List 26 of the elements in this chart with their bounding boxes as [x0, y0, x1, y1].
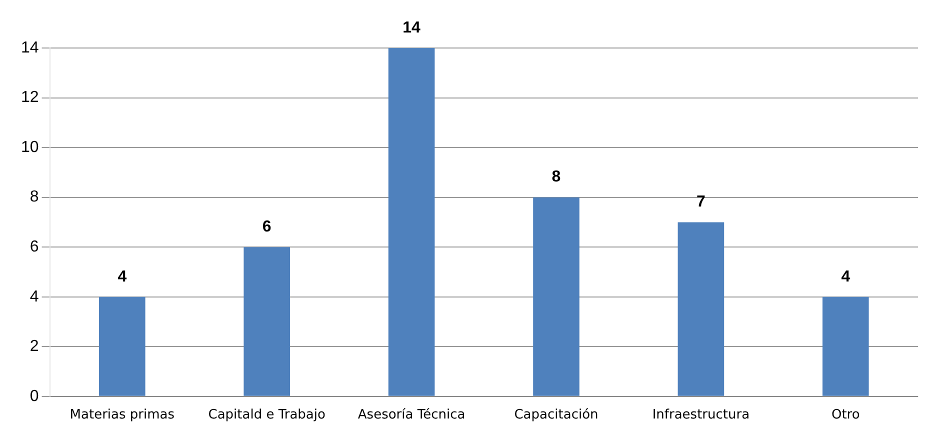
- bar: [678, 222, 724, 396]
- x-tick-label: Infraestructura: [652, 408, 750, 423]
- y-tick-label: 14: [21, 39, 39, 56]
- x-tick-label: Otro: [831, 408, 860, 423]
- bar: [533, 197, 580, 396]
- bar: [822, 296, 869, 396]
- y-tick-label: 10: [21, 138, 39, 156]
- bar: [98, 296, 146, 396]
- data-label: 7: [696, 194, 706, 211]
- data-label: 6: [262, 218, 272, 236]
- y-tick-label: 2: [30, 338, 39, 356]
- x-tick-label: Capacitación: [514, 408, 598, 423]
- data-label: 4: [118, 268, 127, 286]
- data-label: 4: [841, 268, 850, 286]
- data-label: 8: [552, 168, 561, 186]
- y-tick-label: 4: [30, 288, 39, 306]
- y-tick-label: 8: [30, 188, 39, 206]
- x-tick-label: Asesoría Técnica: [358, 408, 466, 423]
- x-tick-label: Materias primas: [70, 408, 175, 423]
- bar: [388, 48, 435, 396]
- y-tick-label: 6: [30, 238, 39, 256]
- data-label: 14: [402, 19, 421, 36]
- y-tick-label: 12: [21, 89, 39, 106]
- x-tick-label: Capitald e Trabajo: [208, 408, 326, 423]
- bar: [244, 247, 290, 396]
- y-tick-label: 0: [30, 388, 39, 405]
